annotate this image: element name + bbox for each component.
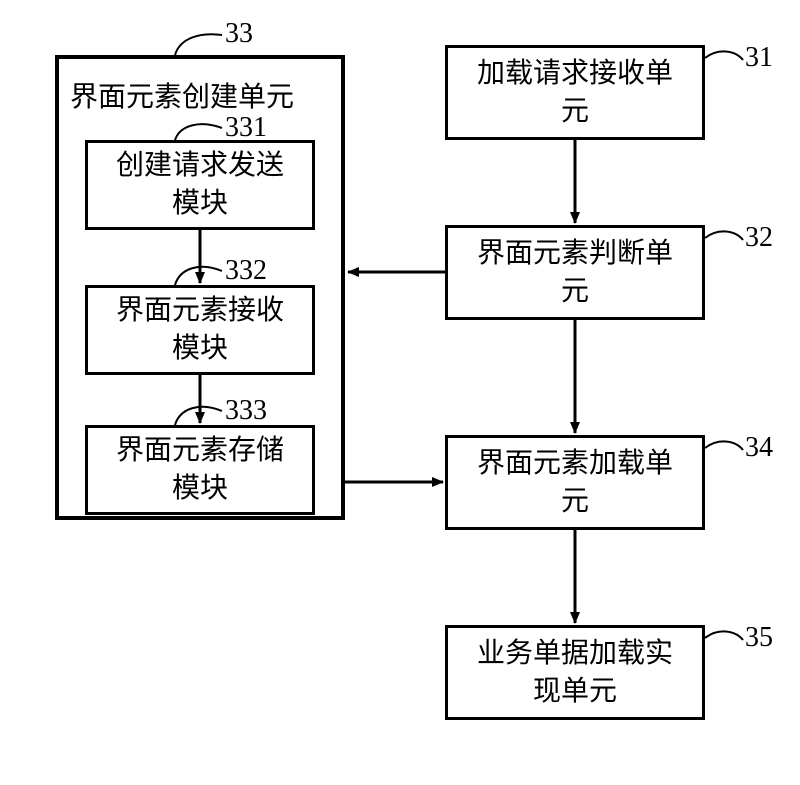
module-331-label: 创建请求发送模块 (116, 147, 284, 223)
ref-31: 31 (745, 42, 773, 74)
ref-331: 331 (225, 112, 267, 144)
ref-32: 32 (745, 222, 773, 254)
module-332: 界面元素接收模块 (85, 285, 315, 375)
unit-32-label: 界面元素判断单元 (477, 235, 673, 311)
ref-333: 333 (225, 395, 267, 427)
container-33-title: 界面元素创建单元 (70, 75, 294, 115)
ref-34: 34 (745, 432, 773, 464)
module-331: 创建请求发送模块 (85, 140, 315, 230)
unit-34: 界面元素加载单元 (445, 435, 705, 530)
ref-33: 33 (225, 18, 253, 50)
module-333: 界面元素存储模块 (85, 425, 315, 515)
unit-31-label: 加载请求接收单元 (477, 55, 673, 131)
module-333-label: 界面元素存储模块 (116, 432, 284, 508)
unit-35-label: 业务单据加载实现单元 (477, 635, 673, 711)
unit-35: 业务单据加载实现单元 (445, 625, 705, 720)
ref-332: 332 (225, 255, 267, 287)
unit-31: 加载请求接收单元 (445, 45, 705, 140)
unit-34-label: 界面元素加载单元 (477, 445, 673, 521)
diagram-canvas: 界面元素创建单元 创建请求发送模块 界面元素接收模块 界面元素存储模块 加载请求… (0, 0, 800, 785)
ref-35: 35 (745, 622, 773, 654)
unit-32: 界面元素判断单元 (445, 225, 705, 320)
module-332-label: 界面元素接收模块 (116, 292, 284, 368)
